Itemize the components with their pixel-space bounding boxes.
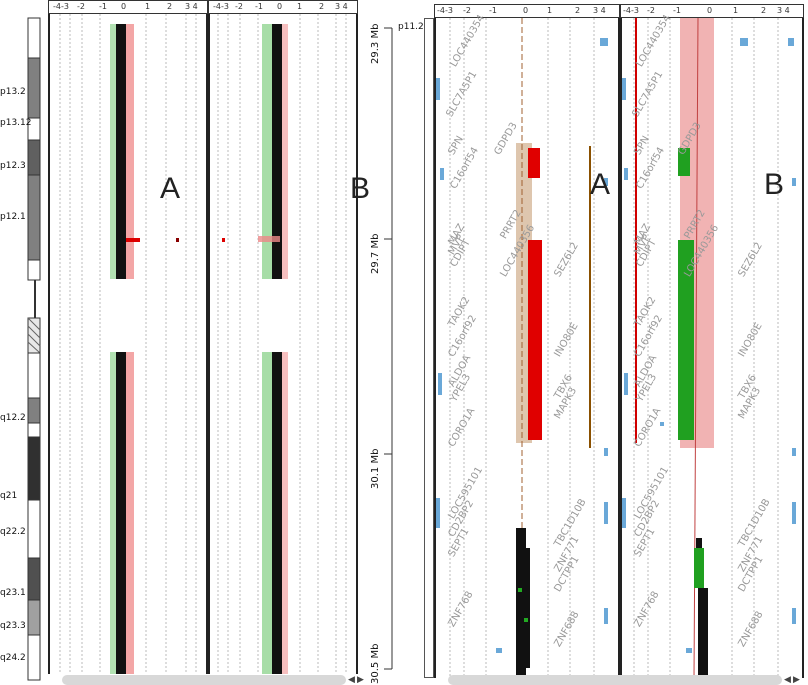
overview-panel-a[interactable]: A xyxy=(48,14,208,674)
detail-points-b-black xyxy=(696,538,708,678)
band-label: p12.1 xyxy=(0,212,26,222)
scale-bar-right-a: -4-3 -2 -1 0 1 2 3 4 xyxy=(434,4,620,18)
sample-label-right-b: B xyxy=(764,168,785,201)
detail-points-b-green xyxy=(678,148,704,588)
position-label: 30.5 Mb xyxy=(370,643,381,684)
overview-data-b xyxy=(222,24,288,674)
position-axis: 29.3 Mb 29.7 Mb 30.1 Mb 30.5 Mb xyxy=(358,14,398,684)
scroll-left-arrow-icon[interactable]: ◀ xyxy=(348,674,355,684)
position-axis-svg xyxy=(384,27,393,670)
horizontal-scrollbar-left[interactable] xyxy=(62,675,346,685)
band-label: q24.2 xyxy=(0,653,26,663)
band-label: q21 xyxy=(0,491,18,501)
band-label: q23.3 xyxy=(0,621,26,631)
band-label: q12.2 xyxy=(0,413,26,423)
sample-label-right-a: A xyxy=(590,168,611,201)
chromosome-ideogram: p13.2 p13.12 p12.3 p12.1 q12.2 q21 q22.2… xyxy=(0,0,50,685)
scroll-right-arrow-icon[interactable]: ▶ xyxy=(793,674,800,684)
band-label: q23.1 xyxy=(0,588,26,598)
scale-bar-left-a: -4-3 -2 -1 0 1 2 3 4 xyxy=(48,0,208,14)
overview-panel-b[interactable]: B xyxy=(208,14,370,674)
band-label: p13.12 xyxy=(0,118,32,128)
band-label: p12.3 xyxy=(0,161,26,171)
ideogram-svg xyxy=(27,17,41,681)
ideogram-bands xyxy=(27,17,41,681)
detail-panel-b[interactable]: B LOC440354 SLC7A5P1 SPN C16orf54 GDPD3 … xyxy=(620,13,804,678)
detail-plot-b xyxy=(622,18,796,678)
position-label: 29.3 Mb xyxy=(370,23,381,64)
band-label: p13.2 xyxy=(0,87,26,97)
scroll-left-arrow-icon[interactable]: ◀ xyxy=(784,674,791,684)
detail-panel-a[interactable]: A LOC440354 SLC7A5P1 SPN C16orf54 GDPD3 … xyxy=(434,13,620,678)
overview-plot-a xyxy=(59,14,197,674)
position-label: 30.1 Mb xyxy=(370,448,381,489)
sample-label-a: A xyxy=(160,172,181,205)
detail-points-a-black xyxy=(516,528,530,678)
zoom-band-bar xyxy=(424,18,434,678)
scale-bar-right-b: -4-3 -2 -1 0 1 2 3 4 xyxy=(620,4,804,18)
zoom-band-label: p11.2 xyxy=(398,22,424,32)
detail-plot-a xyxy=(436,18,608,678)
scroll-right-arrow-icon[interactable]: ▶ xyxy=(357,674,364,684)
scale-bar-left-b: -4-3 -2 -1 0 1 2 3 4 xyxy=(208,0,358,14)
sample-label-b: B xyxy=(350,172,371,205)
overview-data-a xyxy=(110,24,179,674)
horizontal-scrollbar-right[interactable] xyxy=(448,675,782,685)
overview-plot-b xyxy=(217,14,347,674)
position-label: 29.7 Mb xyxy=(370,233,381,274)
band-label: q22.2 xyxy=(0,527,26,537)
detail-points-a-red xyxy=(528,148,542,440)
